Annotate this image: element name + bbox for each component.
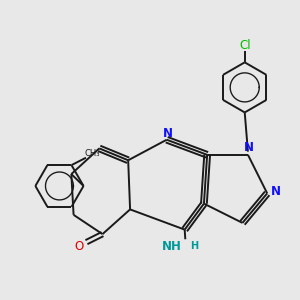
Text: O: O bbox=[75, 241, 84, 254]
Text: CH₃: CH₃ bbox=[85, 149, 100, 158]
Text: Cl: Cl bbox=[239, 38, 250, 52]
Text: NH: NH bbox=[162, 240, 182, 253]
Text: N: N bbox=[271, 185, 281, 198]
Text: H: H bbox=[190, 241, 198, 251]
Text: N: N bbox=[244, 141, 254, 154]
Text: N: N bbox=[163, 127, 173, 140]
